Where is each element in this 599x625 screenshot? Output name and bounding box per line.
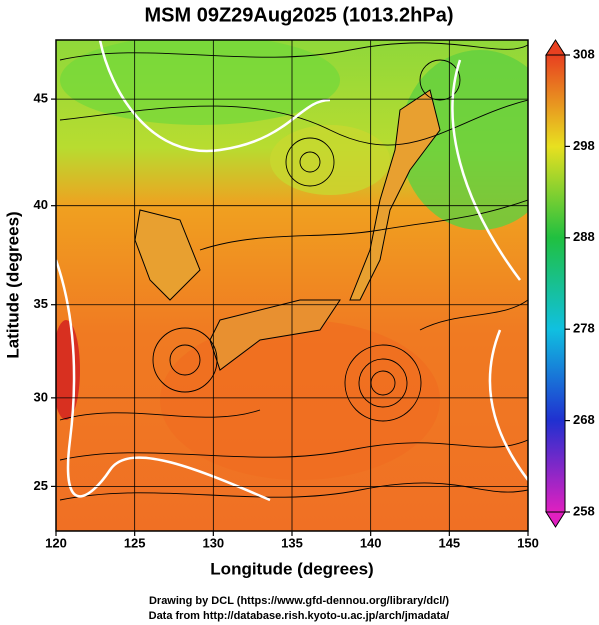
y-tick-label: 40 bbox=[34, 197, 48, 212]
credit-line: Data from http://database.rish.kyoto-u.a… bbox=[149, 610, 450, 622]
colorbar-tick-label: 278 bbox=[573, 321, 595, 336]
credit-line: Drawing by DCL (https://www.gfd-dennou.o… bbox=[149, 595, 449, 607]
x-tick-label: 120 bbox=[45, 535, 67, 550]
y-tick-label: 25 bbox=[34, 478, 48, 493]
x-tick-label: 130 bbox=[202, 535, 224, 550]
y-tick-label: 35 bbox=[34, 296, 48, 311]
colorbar-tick-label: 258 bbox=[573, 503, 595, 518]
x-tick-label: 140 bbox=[360, 535, 382, 550]
x-tick-label: 125 bbox=[124, 535, 146, 550]
colorbar-tick-label: 308 bbox=[573, 46, 595, 61]
y-tick-label: 30 bbox=[34, 389, 48, 404]
colorbar-tick-label: 298 bbox=[573, 138, 595, 153]
grid bbox=[55, 40, 529, 531]
colorbar-tick-label: 268 bbox=[573, 412, 595, 427]
y-axis-label: Latitude (degrees) bbox=[3, 211, 22, 358]
colorbar bbox=[545, 39, 566, 528]
x-tick-label: 150 bbox=[517, 535, 539, 550]
colorbar-tick-label: 288 bbox=[573, 229, 595, 244]
chart-title: MSM 09Z29Aug2025 (1013.2hPa) bbox=[144, 4, 453, 26]
map-field bbox=[56, 40, 528, 531]
x-axis-label: Longitude (degrees) bbox=[210, 559, 373, 578]
x-tick-label: 145 bbox=[438, 535, 460, 550]
y-tick-label: 45 bbox=[34, 91, 48, 106]
x-tick-label: 135 bbox=[281, 535, 303, 550]
